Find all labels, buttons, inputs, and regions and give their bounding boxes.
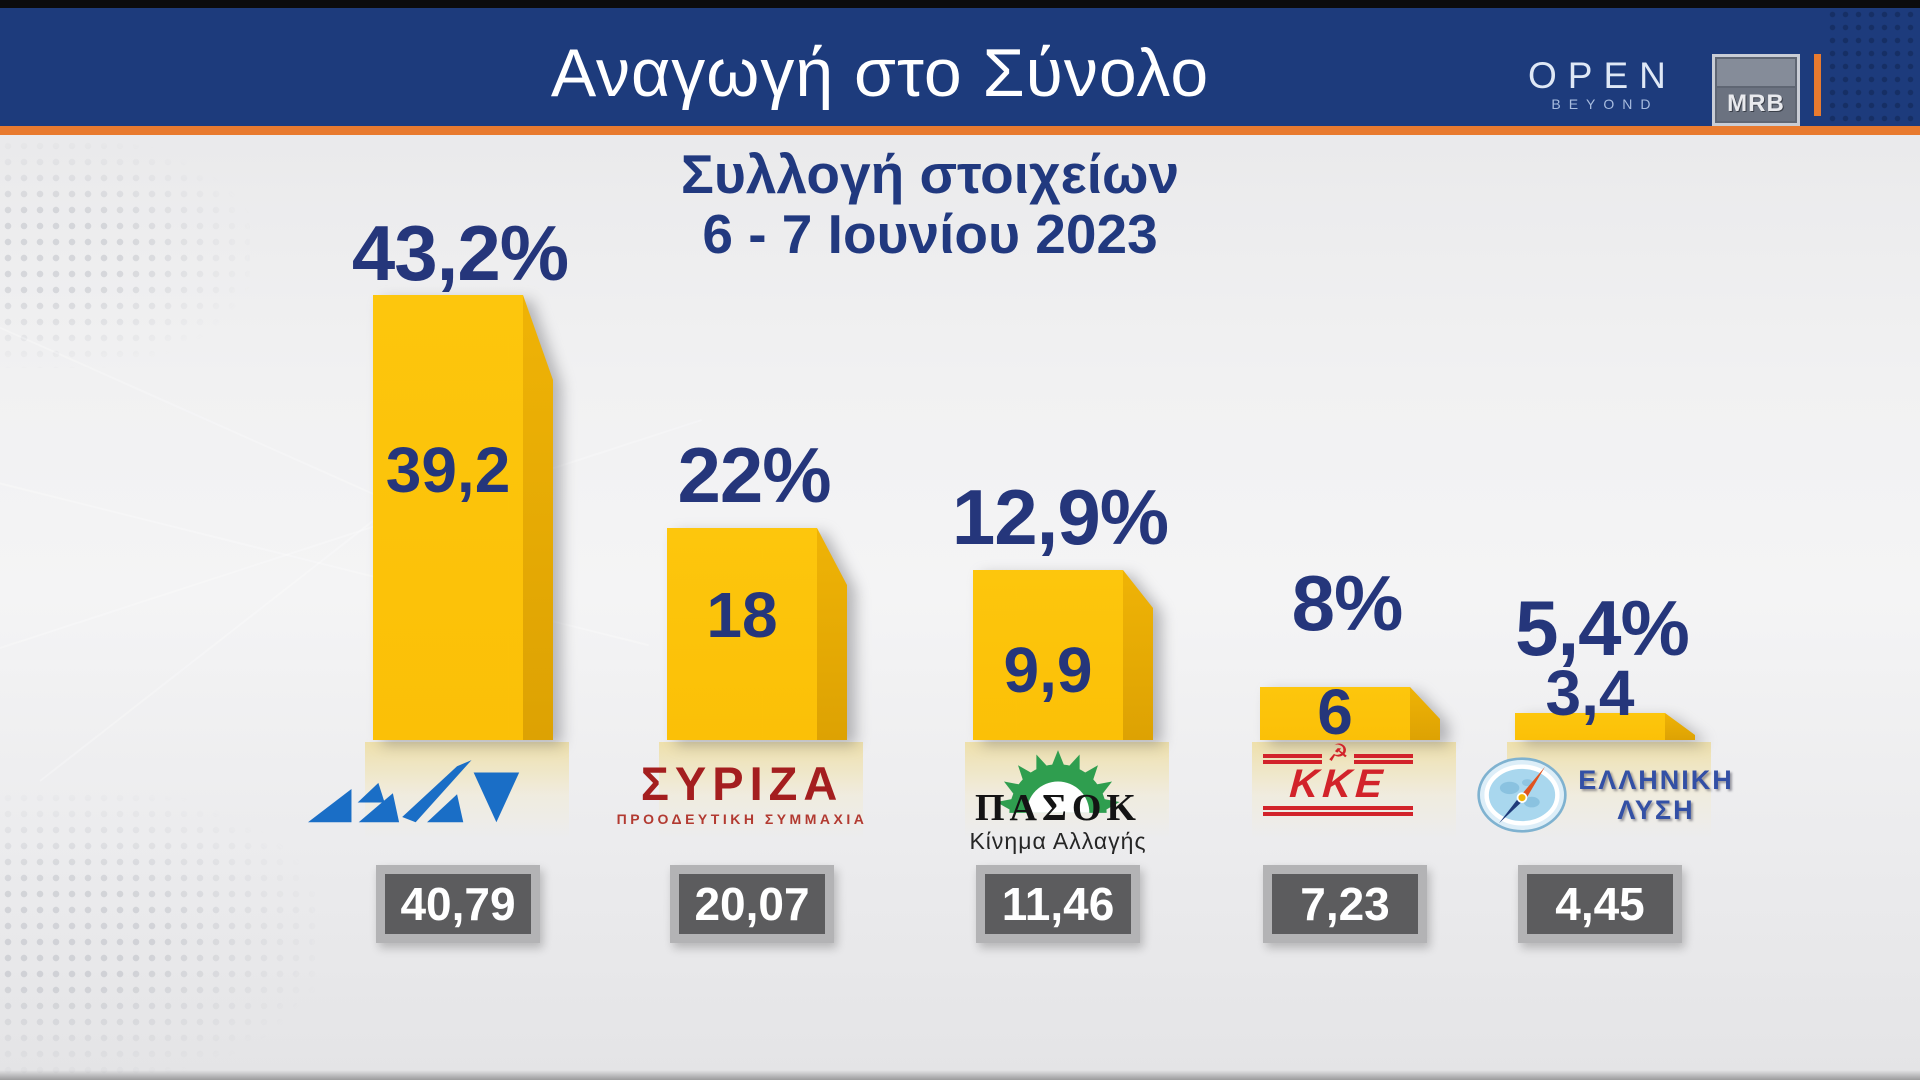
- bar-syriza: [667, 528, 847, 740]
- nd-logo-icon: [307, 760, 520, 823]
- value-box-syriza: 20,07: [670, 865, 834, 943]
- value-box-text: 40,79: [385, 874, 531, 934]
- bar-kke: [1260, 687, 1440, 740]
- pasok-logo-text: ΠΑΣΟΚ: [975, 787, 1141, 829]
- bar-side-face: [817, 528, 847, 740]
- bar-value-kke: 6: [1317, 676, 1353, 748]
- value-box-text: 7,23: [1272, 874, 1418, 934]
- value-box-text: 4,45: [1527, 874, 1673, 934]
- bar-elliniki-lysi: [1515, 713, 1695, 740]
- value-box-text: 20,07: [679, 874, 825, 934]
- bar-platform: [1507, 742, 1711, 838]
- value-box-text: 11,46: [985, 874, 1131, 934]
- banner-dot-texture: [1826, 8, 1920, 126]
- page-title: Αναγωγή στο Σύνολο: [550, 35, 1210, 111]
- hammer-sickle-icon: ☭: [1327, 740, 1349, 767]
- syriza-party-logo: ΣΥΡΙΖΑ ΠΡΟΟΔΕΥΤΙΚΗ ΣΥΜΜΑΧΙΑ: [572, 757, 912, 828]
- open-channel-logo: OPEN BEYOND: [1528, 55, 1677, 112]
- data-collection-note: Συλλογή στοιχείων 6 - 7 Ιουνίου 2023: [160, 144, 1700, 264]
- value-box-kke: 7,23: [1263, 865, 1427, 943]
- pasok-party-logo: ΠΑΣΟΚ Κίνημα Αλλαγής: [888, 748, 1228, 855]
- bar-front-face: [1515, 713, 1665, 740]
- compass-icon: [1477, 757, 1567, 833]
- texture-streak: [0, 419, 703, 662]
- data-collection-line1: Συλλογή στοιχείων: [680, 143, 1180, 205]
- elliniki-lysi-logo-line1: ΕΛΛΗΝΙΚΗ: [1578, 765, 1734, 795]
- bar-front-face: [667, 528, 817, 740]
- mrb-logo-text: MRB: [1717, 87, 1795, 121]
- bar-side-face: [1123, 570, 1153, 740]
- value-box-pasok: 11,46: [976, 865, 1140, 943]
- bar-value-elliniki-lysi: 3,4: [1545, 657, 1635, 729]
- bar-value-nd: 39,2: [385, 434, 511, 506]
- bar-pasok: [973, 570, 1153, 740]
- value-box-nd: 40,79: [376, 865, 540, 943]
- open-logo-tagline: BEYOND: [1551, 96, 1659, 112]
- kke-logo-text: KKE: [1288, 762, 1388, 806]
- percent-label-kke: 8%: [1291, 559, 1404, 647]
- percent-label-syriza: 22%: [677, 431, 831, 519]
- top-black-strip: [0, 0, 1920, 8]
- header-banner: Αναγωγή στο Σύνολο OPEN BEYOND MRB: [0, 8, 1920, 126]
- syriza-logo-subtext: ΠΡΟΟΔΕΥΤΙΚΗ ΣΥΜΜΑΧΙΑ: [616, 811, 868, 827]
- bar-platform: [659, 742, 863, 838]
- pasok-logo-subtext: Κίνημα Αλλαγής: [969, 828, 1147, 854]
- bar-front-face: [973, 570, 1123, 740]
- kke-logo-stripes: [1263, 754, 1323, 764]
- bottom-edge-shade: [0, 1070, 1920, 1080]
- bar-side-face: [523, 295, 553, 740]
- percent-label-pasok: 12,9%: [951, 473, 1169, 561]
- bar-platform: [365, 742, 569, 838]
- elliniki-lysi-logo-line2: ΛΥΣΗ: [1617, 795, 1695, 825]
- pasok-sun-icon: [996, 750, 1120, 813]
- mrb-pollster-logo: MRB: [1712, 54, 1800, 126]
- kke-logo-stripes: [1263, 806, 1413, 816]
- open-logo-text: OPEN: [1528, 55, 1677, 96]
- bar-platform: [1252, 742, 1456, 838]
- texture-dots-bottom-left: [0, 790, 320, 1080]
- value-box-elliniki-lysi: 4,45: [1518, 865, 1682, 943]
- bar-platform: [965, 742, 1169, 838]
- elliniki-lysi-party-logo: ΕΛΛΗΝΙΚΗ ΛΥΣΗ: [1435, 756, 1775, 834]
- kke-party-logo: ☭ KKE: [1168, 742, 1508, 816]
- bar-side-face: [1665, 713, 1695, 740]
- mrb-logo-top-block: [1717, 59, 1795, 86]
- bar-value-pasok: 9,9: [1003, 634, 1093, 706]
- kke-logo-stripes: [1353, 754, 1414, 764]
- data-collection-line2: 6 - 7 Ιουνίου 2023: [702, 203, 1158, 265]
- texture-dots-top-left: [0, 138, 250, 368]
- syriza-logo-text: ΣΥΡΙΖΑ: [640, 757, 844, 810]
- bar-side-face: [1410, 687, 1440, 740]
- percent-label-elliniki-lysi: 5,4%: [1515, 584, 1690, 672]
- orange-divider-tick: [1814, 54, 1821, 116]
- bar-front-face: [1260, 687, 1410, 740]
- orange-accent-strip: [0, 126, 1920, 135]
